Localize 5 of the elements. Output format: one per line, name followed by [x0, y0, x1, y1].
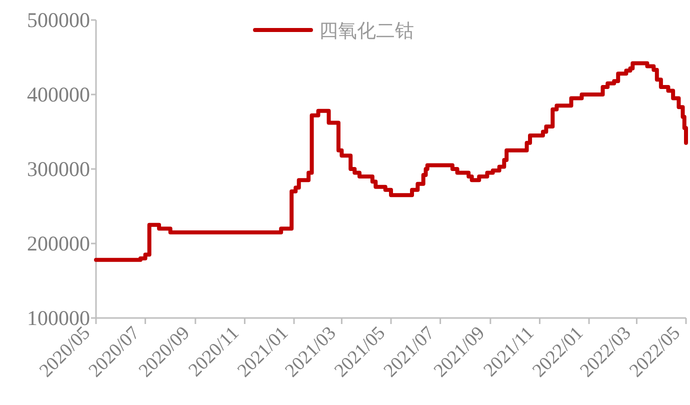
y-tick-label: 200000: [27, 232, 90, 256]
y-tick-label: 500000: [27, 8, 90, 32]
y-tick-label: 400000: [27, 82, 90, 106]
y-tick-label: 300000: [27, 157, 90, 181]
legend-label: 四氧化二钴: [319, 20, 414, 42]
